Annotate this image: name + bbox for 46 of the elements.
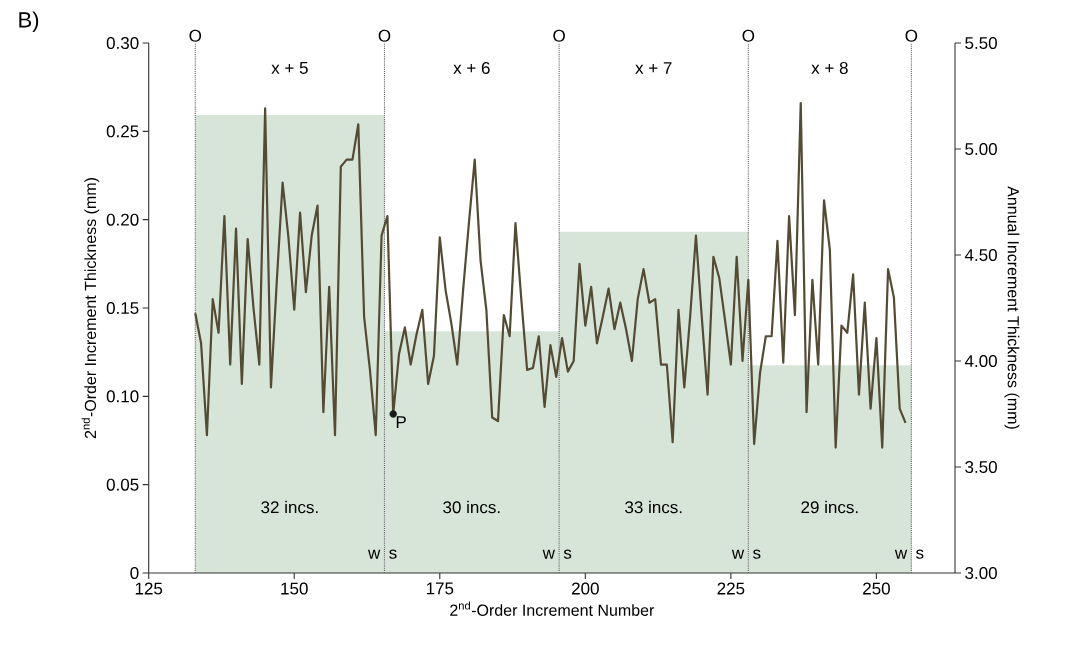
y2-tick-label: 5.50	[965, 36, 997, 50]
annotation: s	[563, 549, 572, 559]
annotation: s	[753, 549, 761, 559]
annotation: w	[367, 549, 381, 559]
annotation: 30 incs.	[443, 500, 500, 514]
x-tick-label: 175	[426, 582, 454, 595]
annotation: x + 8	[811, 61, 848, 75]
y-tick-label: 0.20	[106, 213, 139, 226]
x-tick-label: 250	[863, 582, 890, 595]
text: B)	[19, 11, 39, 33]
y2-tick-label: 3.50	[965, 460, 997, 474]
annotation: w	[542, 549, 555, 559]
annotation: P	[396, 416, 406, 428]
annotation: x + 7	[635, 62, 672, 74]
y-tick-label: 0.25	[106, 125, 139, 138]
annotation: 29 incs.	[801, 500, 858, 514]
line-series	[194, 101, 907, 449]
x-tick-label: 200	[572, 582, 599, 595]
ref-line-label: O	[189, 29, 202, 42]
x-tick-label: 225	[717, 582, 745, 595]
x-tick-label: 150	[281, 582, 308, 595]
ref-line-label: O	[905, 29, 918, 42]
annotation: x + 5	[271, 62, 308, 74]
y2-tick-label: 5.00	[965, 142, 997, 156]
y2-tick-label: 4.50	[964, 248, 997, 262]
annotation: w	[894, 549, 908, 559]
y-axis-title: 2$^{nd}$-Order Increment Thickness (mm)	[81, 178, 100, 439]
y2-tick-label: 4.00	[964, 354, 997, 368]
y-tick-label: 0.10	[106, 390, 139, 403]
y-tick-label: 0.05	[106, 478, 139, 491]
y-tick-label: 0.15	[106, 301, 139, 315]
ref-line-label: O	[378, 29, 391, 42]
ref-line-label: O	[742, 29, 755, 42]
x-axis-title: 2$^{nd}$-Order Increment Number	[450, 601, 655, 616]
annotation: s	[916, 549, 924, 559]
y-tick-label: 0.30	[106, 36, 139, 50]
annotation: w	[731, 549, 745, 559]
x-tick-label: 125	[135, 582, 163, 595]
y2-axis-title: Annual Increment Thickness (mm)	[1004, 186, 1020, 429]
annotation: 32 incs.	[261, 500, 318, 514]
annotation: x + 6	[453, 61, 490, 75]
ref-line-label: O	[553, 29, 565, 42]
annotation: 33 incs.	[625, 500, 682, 514]
annotation: s	[389, 549, 397, 559]
y2-tick-label: 3.00	[965, 566, 997, 580]
y-tick-label: 0	[130, 566, 139, 580]
